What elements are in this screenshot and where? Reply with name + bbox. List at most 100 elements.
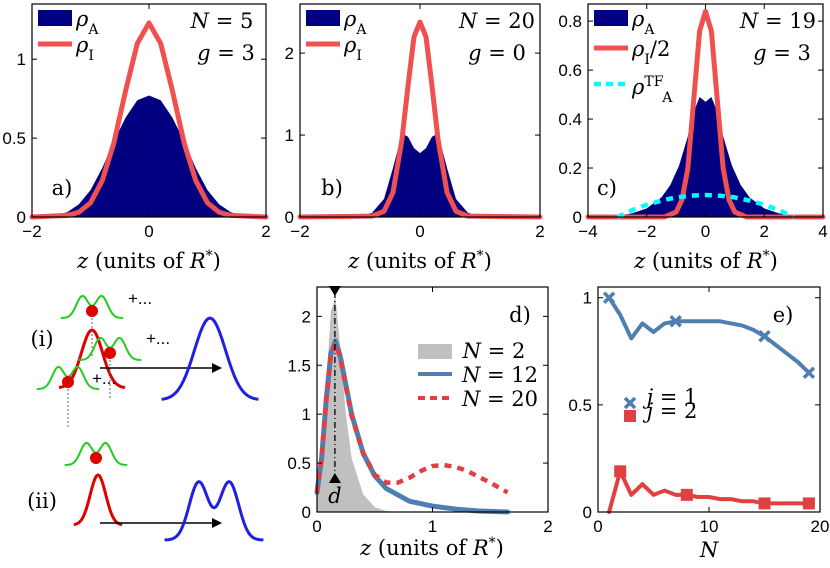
d-arrow-top [328,286,341,296]
y-tick-label: 0 [17,208,26,227]
series-4-1-marker [802,497,815,510]
legend-label: ρA [631,7,655,38]
label-i: (i) [30,327,53,351]
legend-label: N = 20 [461,387,538,411]
y-tick-label: 0 [285,208,294,227]
panel-letter: a) [52,176,73,200]
x-axis-label: z (units of R*) [76,248,221,273]
x-axis-label: z (units of R*) [359,535,504,560]
series-2-1-line [585,8,826,220]
arrow-i-head [212,363,222,373]
legend-marker-j2 [624,410,636,422]
schematic [36,294,264,542]
panel-letter: b) [321,176,343,200]
series-3-2-line [314,341,509,495]
x-tick-label: 10 [700,517,719,536]
y-tick-label: 2 [302,307,311,326]
y-tick-label: 1 [17,50,26,69]
plus-ellipsis: +... [92,369,116,388]
y-tick-label: 2 [285,44,294,63]
x-tick-label: 2 [535,222,544,241]
series-2-2-line [616,192,795,220]
y-tick-label: 1.5 [287,356,311,375]
legend-swatch-rhoA [594,10,628,26]
legend-label: ρA [343,7,367,38]
annotation-g: g = 3 [197,41,255,65]
y-tick-label: 0.6 [558,61,582,80]
series-0-1-line [29,20,269,220]
x-tick-label: 0 [144,222,153,241]
series-4-1-line [607,469,811,514]
x-axis-label: z (units of R*) [633,248,778,273]
x-axis-label: z (units of R*) [347,248,492,273]
series-4-1-marker [680,488,693,501]
x-tick-label: 0 [701,222,710,241]
legend-label: ρI/2 [631,37,670,68]
y-tick-label: 1 [302,405,311,424]
panel-a [29,3,269,220]
d-arrow-bottom [328,473,341,483]
y-tick-label: 0.5 [568,396,592,415]
series-4-1-marker [758,497,771,510]
y-tick-label: 1 [583,289,592,308]
series-4-0-marker [669,315,682,328]
legend-label: ρA [75,7,99,38]
y-tick-label: 0.8 [558,12,582,31]
y-tick-label: 0.5 [287,454,311,473]
blue-double-ii [164,479,264,542]
blue-gaussian-i [161,316,259,401]
legend-label: ρTFA [631,74,673,106]
series-4-0-line [607,295,811,375]
plus-ellipsis: +... [128,289,152,308]
x-tick-label: 0 [593,517,602,536]
plus-ellipsis: +... [146,329,170,348]
legend-label: ρI [343,33,362,64]
series-2-0-area [588,97,823,217]
panel-letter: c) [597,176,617,200]
series-4-0-marker [602,291,616,304]
legend-swatch-N2 [418,344,452,359]
legend-label: N = 12 [461,363,538,387]
red-dot-ii [90,452,102,464]
panel-e [597,286,821,514]
series-4-0-marker [802,366,816,379]
panel-c [585,3,826,220]
x-tick-label: 2 [261,222,270,241]
legend-swatch-rhoA [306,10,340,26]
x-tick-label: 20 [811,517,830,536]
x-tick-label: −4 [578,222,597,241]
legend-marker-j1 [623,396,637,410]
x-tick-label: −2 [290,222,309,241]
red-dot [86,305,98,317]
x-tick-label: 0 [415,222,424,241]
y-tick-label: 0.4 [558,110,582,129]
x-tick-label: 4 [818,222,827,241]
annotation-N: N = 5 [190,9,254,33]
panel-letter: e) [773,303,794,327]
annotation-g: g = 0 [468,41,526,65]
x-tick-label: −2 [22,222,41,241]
annotation-N: N = 19 [739,9,816,33]
arrow-ii-head [212,518,222,528]
annotation-d: d [328,484,341,508]
series-4-1-marker [614,465,627,478]
legend-swatch-rhoA [38,10,72,26]
series-4-0-marker [758,330,771,343]
x-tick-label: 0 [312,517,321,536]
series-1-0-area [300,133,540,217]
red-gaussian-ii [73,473,123,527]
red-dot [62,376,74,388]
red-dot [104,347,116,359]
panel-b [297,3,543,220]
series-3-1-line [314,338,511,515]
panel-letter: d) [509,303,531,327]
y-tick-label: 0 [583,503,592,522]
y-tick-label: 0 [302,503,311,522]
annotation-g: g = 3 [753,41,811,65]
x-tick-label: 2 [760,222,769,241]
x-tick-label: 2 [543,517,552,536]
y-tick-label: 0.5 [2,129,26,148]
legend-label: j = 1 [643,385,698,409]
panel-d [314,286,549,515]
